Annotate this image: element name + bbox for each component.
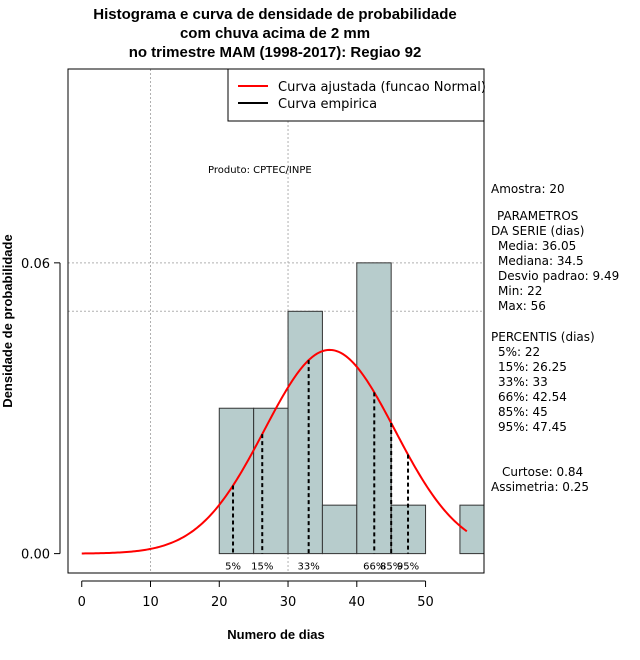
stat-mean: Media: 36.05 xyxy=(498,239,577,253)
stat-median: Mediana: 34.5 xyxy=(498,254,584,268)
stat-max: Max: 56 xyxy=(498,299,546,313)
percentile-label-5: 95% xyxy=(397,562,419,573)
x-tick-label-5: 50 xyxy=(417,595,434,610)
percentile-label-2: 33% xyxy=(298,562,320,573)
chart-title-line-3: no trimestre MAM (1998-2017): Regiao 92 xyxy=(128,44,422,61)
legend-label-1: Curva empirica xyxy=(278,97,377,112)
chart-title-line-2: com chuva acima de 2 mm xyxy=(179,25,371,42)
stat-p15: 15%: 26.25 xyxy=(498,360,567,374)
stat-min: Min: 22 xyxy=(498,284,543,298)
stat-skewness: Assimetria: 0.25 xyxy=(491,480,590,494)
stat-p33: 33%: 33 xyxy=(498,375,548,389)
stat-p85: 85%: 45 xyxy=(498,405,548,419)
legend: Curva ajustada (funcao Normal) Curva empi… xyxy=(227,68,486,122)
histogram-bar-3 xyxy=(321,504,358,555)
x-tick-label-4: 40 xyxy=(349,595,366,610)
legend-box xyxy=(227,68,485,122)
x-tick-label-1: 10 xyxy=(142,595,159,610)
histogram-bar-1 xyxy=(253,407,289,555)
histogram-bar-2 xyxy=(287,310,323,555)
stat-kurtosis: Curtose: 0.84 xyxy=(502,465,584,479)
percentiles-header: PERCENTIS (dias) xyxy=(491,330,595,344)
stat-p5: 5%: 22 xyxy=(498,345,541,359)
stat-p95: 95%: 47.45 xyxy=(498,420,567,434)
product-annotation: Produto: CPTEC/INPE xyxy=(208,165,312,176)
x-tick-label-3: 30 xyxy=(280,595,297,610)
axes: 0 10 20 30 40 50 0.00 0.06 xyxy=(21,257,434,610)
percentile-label-4: 85% xyxy=(380,562,402,573)
params-header-2: DA SERIE (dias) xyxy=(491,224,585,238)
histogram-bars xyxy=(218,262,484,555)
params-header-1: PARAMETROS xyxy=(497,209,579,223)
chart-title-line-1: Histograma e curva de densidade de proba… xyxy=(93,6,457,23)
y-axis-label: Densidade de probabilidade xyxy=(0,234,15,407)
percentile-label-0: 5% xyxy=(225,562,241,573)
normal-curve xyxy=(81,348,468,555)
legend-label-0: Curva ajustada (funcao Normal) xyxy=(278,80,486,95)
stat-p66: 66%: 42.54 xyxy=(498,390,567,404)
stat-sample: Amostra: 20 xyxy=(491,182,565,196)
normal-curve-layer xyxy=(81,348,468,555)
percentile-label-1: 15% xyxy=(251,562,273,573)
y-tick-label-0: 0.00 xyxy=(21,548,50,563)
stat-stddev: Desvio padrao: 9.49 xyxy=(498,269,620,283)
x-tick-label-0: 0 xyxy=(78,595,86,610)
percentile-label-3: 66% xyxy=(363,562,385,573)
stats-panel: Amostra: 20 PARAMETROS DA SERIE (dias) M… xyxy=(491,182,619,495)
x-axis-label: Numero de dias xyxy=(227,627,325,642)
percentile-lines: 5% 15% 33% 66%85%95% xyxy=(225,360,419,573)
x-tick-label-2: 20 xyxy=(211,595,228,610)
y-tick-label-1: 0.06 xyxy=(21,257,50,272)
